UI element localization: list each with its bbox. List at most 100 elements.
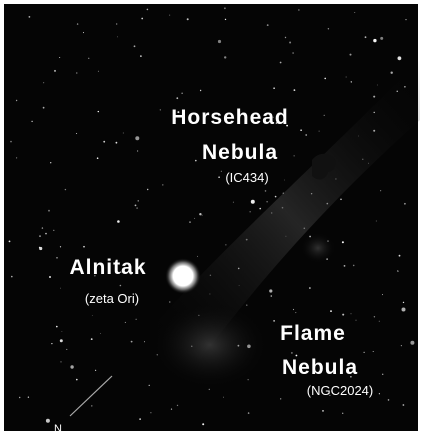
star bbox=[140, 55, 142, 57]
star bbox=[300, 129, 302, 131]
star bbox=[280, 398, 281, 399]
star bbox=[374, 316, 375, 317]
star bbox=[225, 244, 226, 245]
star bbox=[31, 121, 32, 122]
star bbox=[62, 331, 63, 332]
star bbox=[60, 339, 63, 342]
star bbox=[56, 257, 58, 259]
star bbox=[251, 200, 255, 204]
star bbox=[117, 37, 118, 38]
star bbox=[353, 265, 355, 267]
label-sub: (NGC2024) bbox=[307, 383, 373, 398]
star bbox=[373, 351, 374, 352]
star bbox=[199, 213, 201, 215]
star bbox=[401, 345, 402, 346]
star bbox=[147, 9, 149, 11]
star bbox=[273, 87, 275, 89]
star bbox=[342, 413, 343, 414]
label-sub: (IC434) bbox=[225, 170, 268, 185]
star bbox=[83, 32, 84, 33]
star bbox=[171, 409, 172, 410]
star bbox=[144, 341, 145, 342]
star bbox=[404, 203, 406, 205]
star bbox=[200, 90, 201, 91]
star bbox=[100, 333, 101, 334]
star bbox=[160, 109, 161, 110]
star bbox=[250, 211, 251, 212]
star bbox=[223, 397, 224, 398]
star bbox=[380, 190, 381, 191]
star bbox=[16, 157, 17, 158]
page: Horsehead Nebula (IC434) Alnitak (zeta O… bbox=[0, 0, 430, 439]
star bbox=[189, 221, 191, 223]
star bbox=[150, 412, 151, 413]
star bbox=[131, 341, 133, 343]
star bbox=[398, 271, 399, 272]
star bbox=[233, 202, 234, 203]
star bbox=[273, 320, 275, 322]
star bbox=[259, 208, 261, 210]
star bbox=[43, 82, 44, 83]
star bbox=[91, 338, 93, 340]
star bbox=[405, 19, 406, 20]
star bbox=[187, 18, 189, 20]
star bbox=[391, 72, 393, 74]
star bbox=[48, 210, 50, 212]
star bbox=[382, 374, 383, 375]
star bbox=[10, 141, 12, 143]
star bbox=[379, 393, 380, 394]
star bbox=[350, 54, 352, 56]
star bbox=[97, 157, 99, 159]
star bbox=[70, 365, 73, 368]
star bbox=[137, 150, 138, 151]
photo: Horsehead Nebula (IC434) Alnitak (zeta O… bbox=[0, 0, 430, 439]
star bbox=[135, 136, 139, 140]
star bbox=[45, 233, 47, 235]
star bbox=[351, 81, 352, 82]
star bbox=[309, 287, 311, 289]
star bbox=[351, 313, 352, 314]
star bbox=[294, 89, 296, 91]
star bbox=[342, 241, 344, 243]
star bbox=[365, 36, 367, 38]
star bbox=[66, 349, 67, 350]
star bbox=[373, 39, 376, 42]
star bbox=[248, 412, 250, 414]
star bbox=[373, 96, 375, 98]
star bbox=[98, 111, 99, 112]
star bbox=[269, 289, 272, 292]
star bbox=[51, 343, 52, 344]
star bbox=[291, 352, 293, 354]
star bbox=[202, 423, 204, 425]
star bbox=[76, 133, 77, 134]
star bbox=[293, 309, 294, 310]
star bbox=[376, 221, 377, 222]
star bbox=[39, 235, 41, 237]
star bbox=[340, 199, 342, 201]
label-line: Flame bbox=[280, 322, 346, 345]
star bbox=[46, 419, 50, 423]
nebula-glow bbox=[300, 232, 336, 264]
star bbox=[95, 370, 96, 371]
star bbox=[149, 385, 150, 386]
compass-label: N bbox=[54, 423, 62, 435]
label-line: Horsehead bbox=[171, 106, 289, 129]
star bbox=[246, 305, 247, 306]
star bbox=[60, 246, 61, 247]
star bbox=[324, 115, 325, 116]
star bbox=[322, 410, 324, 412]
star bbox=[147, 189, 148, 190]
star bbox=[284, 180, 285, 181]
star bbox=[354, 12, 355, 13]
star bbox=[218, 176, 220, 178]
star bbox=[218, 40, 221, 43]
star bbox=[9, 241, 11, 243]
star bbox=[43, 107, 45, 109]
star bbox=[162, 184, 163, 185]
star bbox=[225, 19, 226, 20]
star bbox=[342, 314, 344, 316]
star bbox=[76, 72, 77, 73]
star bbox=[285, 37, 286, 38]
star bbox=[382, 294, 383, 295]
star bbox=[267, 24, 269, 26]
